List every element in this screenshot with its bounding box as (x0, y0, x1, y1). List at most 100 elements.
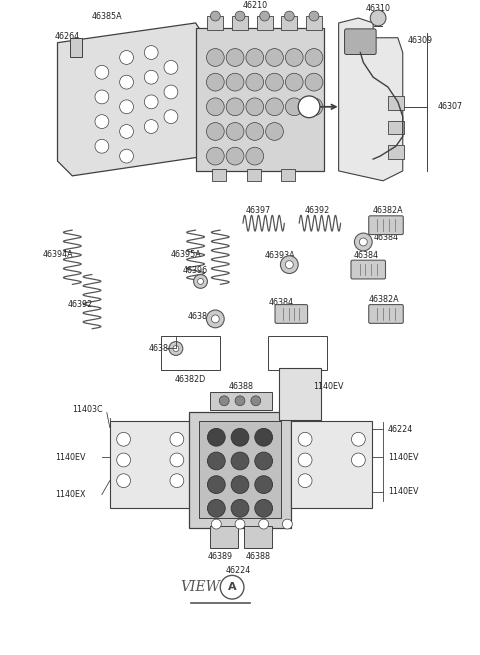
Circle shape (211, 519, 221, 529)
Bar (281, 16, 297, 30)
Bar (306, 16, 322, 30)
Circle shape (298, 474, 312, 487)
Circle shape (95, 66, 109, 79)
Bar (244, 526, 272, 548)
Text: 46382A: 46382A (372, 206, 403, 215)
Circle shape (255, 428, 273, 446)
Polygon shape (339, 18, 403, 181)
Text: 46396: 46396 (183, 265, 208, 274)
Circle shape (95, 115, 109, 128)
Text: 46384: 46384 (373, 233, 398, 242)
Bar (189, 411, 291, 528)
Circle shape (169, 342, 183, 356)
Circle shape (170, 474, 184, 487)
Circle shape (144, 70, 158, 84)
Circle shape (144, 46, 158, 60)
Circle shape (298, 96, 320, 118)
Circle shape (231, 428, 249, 446)
Circle shape (206, 310, 224, 328)
FancyBboxPatch shape (275, 305, 308, 324)
Circle shape (193, 274, 207, 288)
Circle shape (117, 453, 131, 467)
Text: 46394A: 46394A (42, 250, 73, 259)
Circle shape (219, 396, 229, 405)
Text: 46224: 46224 (388, 425, 413, 434)
Text: 46384: 46384 (354, 251, 379, 260)
Bar (279, 368, 321, 419)
Bar (210, 392, 272, 409)
Bar (207, 16, 223, 30)
Circle shape (286, 48, 303, 66)
Circle shape (226, 48, 244, 66)
Text: 46392: 46392 (304, 206, 330, 215)
Text: 46384: 46384 (188, 312, 213, 322)
Circle shape (120, 50, 133, 64)
Circle shape (284, 11, 294, 21)
Text: 46389: 46389 (208, 552, 233, 561)
Circle shape (120, 75, 133, 89)
Circle shape (265, 48, 283, 66)
Circle shape (207, 452, 225, 470)
FancyBboxPatch shape (351, 260, 385, 279)
Text: 11403C: 11403C (72, 405, 102, 414)
Bar (110, 422, 191, 508)
Bar (388, 96, 404, 110)
Circle shape (206, 48, 224, 66)
Circle shape (246, 147, 264, 165)
Polygon shape (58, 23, 205, 176)
Circle shape (260, 11, 270, 21)
Circle shape (255, 499, 273, 517)
Bar (199, 422, 281, 518)
Text: 1140EV: 1140EV (388, 487, 419, 496)
Circle shape (117, 474, 131, 487)
Bar (71, 38, 82, 58)
Circle shape (305, 48, 323, 66)
Circle shape (286, 73, 303, 91)
Circle shape (235, 11, 245, 21)
Text: 1140EV: 1140EV (313, 382, 344, 391)
Circle shape (170, 432, 184, 446)
Circle shape (246, 122, 264, 140)
FancyBboxPatch shape (345, 29, 376, 54)
Circle shape (286, 98, 303, 116)
Circle shape (120, 124, 133, 138)
Text: A: A (228, 582, 237, 592)
Circle shape (251, 396, 261, 405)
Circle shape (235, 519, 245, 529)
Circle shape (305, 73, 323, 91)
Circle shape (207, 428, 225, 446)
Circle shape (207, 499, 225, 517)
Bar (281, 169, 295, 181)
Circle shape (95, 90, 109, 104)
Circle shape (206, 98, 224, 116)
Circle shape (286, 261, 293, 269)
Bar (210, 526, 238, 548)
Text: 46264: 46264 (55, 31, 80, 41)
Circle shape (354, 233, 372, 251)
Circle shape (231, 476, 249, 493)
Text: 46388: 46388 (228, 382, 253, 391)
Text: 46384: 46384 (149, 344, 174, 353)
Text: 46384: 46384 (269, 298, 294, 307)
Circle shape (298, 432, 312, 446)
Bar (257, 16, 273, 30)
Bar (247, 169, 261, 181)
Circle shape (305, 98, 323, 116)
Circle shape (144, 120, 158, 134)
Circle shape (120, 100, 133, 114)
Bar (196, 28, 324, 171)
Circle shape (170, 453, 184, 467)
FancyBboxPatch shape (369, 215, 403, 234)
Text: 46385A: 46385A (92, 12, 122, 21)
Text: 46388: 46388 (245, 552, 270, 561)
Text: 46393A: 46393A (264, 251, 295, 260)
Circle shape (246, 98, 264, 116)
Text: 46224: 46224 (226, 565, 251, 574)
Circle shape (265, 122, 283, 140)
Circle shape (226, 98, 244, 116)
Text: 46397: 46397 (245, 206, 270, 215)
Circle shape (226, 147, 244, 165)
Circle shape (246, 73, 264, 91)
Circle shape (309, 11, 319, 21)
Circle shape (370, 10, 386, 26)
